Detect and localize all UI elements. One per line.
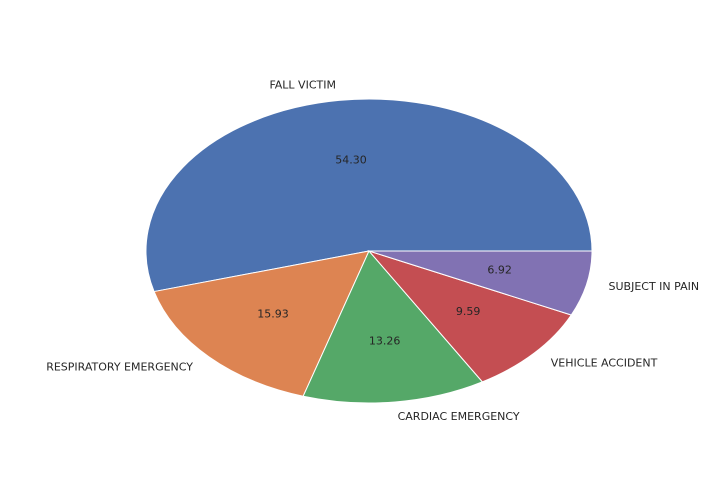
category-label-respiratory-emergency: RESPIRATORY EMERGENCY <box>46 360 193 373</box>
category-label-fall-victim: FALL VICTIM <box>269 78 336 91</box>
pie-slice-cardiac-emergency <box>302 250 484 404</box>
value-label-respiratory-emergency: 15.93 <box>257 308 289 321</box>
category-label-subject-in-pain: SUBJECT IN PAIN <box>609 280 700 293</box>
value-label-fall-victim: 54.30 <box>335 154 367 167</box>
value-label-cardiac-emergency: 13.26 <box>369 335 401 348</box>
pie-slice-subject-in-pain <box>368 250 593 316</box>
value-label-subject-in-pain: 6.92 <box>487 264 512 277</box>
value-label-vehicle-accident: 9.59 <box>456 305 481 318</box>
pie-slice-respiratory-emergency <box>153 250 370 397</box>
pie-slice-fall-victim <box>145 98 593 293</box>
category-label-vehicle-accident: VEHICLE ACCIDENT <box>551 356 658 369</box>
pie-labels: FALL VICTIM 54.30 RESPIRATORY EMERGENCY 15.… <box>46 78 699 423</box>
pie-slices <box>145 98 593 404</box>
pie-slice-vehicle-accident <box>367 249 573 383</box>
category-label-cardiac-emergency: CARDIAC EMERGENCY <box>398 410 520 423</box>
